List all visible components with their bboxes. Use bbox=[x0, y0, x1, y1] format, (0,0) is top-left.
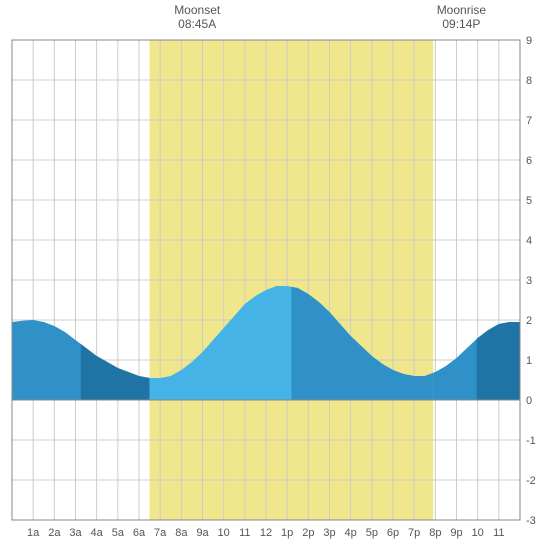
y-tick-label: 8 bbox=[526, 75, 532, 87]
x-tick-label: 5p bbox=[366, 527, 378, 539]
y-tick-label: 9 bbox=[526, 35, 532, 47]
x-tick-label: 7a bbox=[154, 527, 167, 539]
x-tick-label: 12 bbox=[260, 527, 272, 539]
y-tick-label: -1 bbox=[526, 435, 536, 447]
moon-event-label: Moonset bbox=[174, 3, 221, 17]
x-tick-label: 11 bbox=[239, 527, 250, 539]
y-tick-label: -3 bbox=[526, 515, 536, 527]
y-tick-label: 3 bbox=[526, 275, 532, 287]
x-tick-label: 4a bbox=[91, 527, 104, 539]
x-tick-label: 8p bbox=[429, 527, 441, 539]
y-tick-label: -2 bbox=[526, 475, 536, 487]
tide-chart-svg: -3-2-101234567891a2a3a4a5a6a7a8a9a101112… bbox=[0, 0, 550, 550]
moon-event-time: 09:14P bbox=[442, 17, 480, 31]
x-tick-label: 7p bbox=[408, 527, 420, 539]
y-tick-label: 4 bbox=[526, 235, 532, 247]
x-tick-label: 1a bbox=[27, 527, 40, 539]
x-tick-label: 10 bbox=[218, 527, 230, 539]
x-tick-label: 3p bbox=[323, 527, 335, 539]
y-tick-label: 1 bbox=[526, 355, 532, 367]
x-tick-label: 9p bbox=[450, 527, 462, 539]
moon-event-time: 08:45A bbox=[178, 17, 216, 31]
x-tick-label: 2a bbox=[48, 527, 61, 539]
tide-chart: -3-2-101234567891a2a3a4a5a6a7a8a9a101112… bbox=[0, 0, 550, 550]
moon-event-label: Moonrise bbox=[437, 3, 487, 17]
x-tick-label: 6a bbox=[133, 527, 146, 539]
x-tick-label: 11 bbox=[493, 527, 504, 539]
x-tick-label: 4p bbox=[345, 527, 357, 539]
y-tick-label: 0 bbox=[526, 395, 532, 407]
x-tick-label: 1p bbox=[281, 527, 293, 539]
y-tick-label: 2 bbox=[526, 315, 532, 327]
x-tick-label: 10 bbox=[472, 527, 484, 539]
x-tick-label: 5a bbox=[112, 527, 125, 539]
x-tick-label: 6p bbox=[387, 527, 399, 539]
y-tick-label: 6 bbox=[526, 155, 532, 167]
x-tick-label: 9a bbox=[196, 527, 209, 539]
x-tick-label: 3a bbox=[69, 527, 82, 539]
y-tick-label: 7 bbox=[526, 115, 532, 127]
y-tick-label: 5 bbox=[526, 195, 532, 207]
x-tick-label: 2p bbox=[302, 527, 314, 539]
x-tick-label: 8a bbox=[175, 527, 188, 539]
